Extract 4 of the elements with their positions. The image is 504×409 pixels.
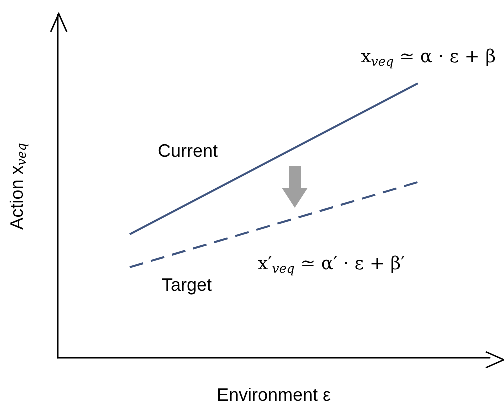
y-axis-title: Action xveq bbox=[7, 143, 29, 230]
x-axis-title: Environment ε bbox=[216, 385, 332, 405]
series-label: Target bbox=[162, 275, 212, 295]
series-label: Current bbox=[158, 141, 218, 161]
